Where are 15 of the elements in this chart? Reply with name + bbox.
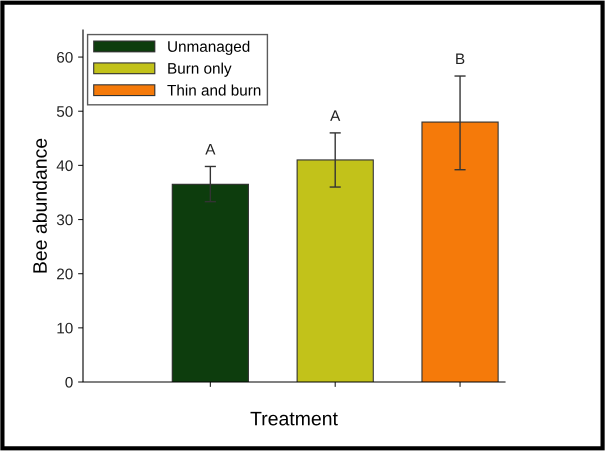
- y-tick-label: 20: [57, 268, 73, 280]
- y-tick-label: 0: [65, 376, 73, 388]
- y-tick-label: 60: [57, 52, 73, 63]
- annotation: A: [330, 110, 340, 121]
- y-tick-label: 30: [56, 214, 73, 226]
- y-axis-title: Bee abundance: [32, 138, 47, 273]
- y-tick-label: 50: [56, 106, 73, 117]
- legend-label: Burn only: [168, 62, 232, 77]
- annotation: B: [456, 54, 464, 64]
- x-axis-title: Treatment: [250, 412, 338, 426]
- legend-label: Unmanaged: [168, 40, 250, 55]
- annotation: A: [205, 144, 216, 154]
- legend-label: Thin and burn: [167, 84, 260, 96]
- y-tick-label: 10: [57, 322, 73, 334]
- y-tick-label: 40: [56, 160, 73, 172]
